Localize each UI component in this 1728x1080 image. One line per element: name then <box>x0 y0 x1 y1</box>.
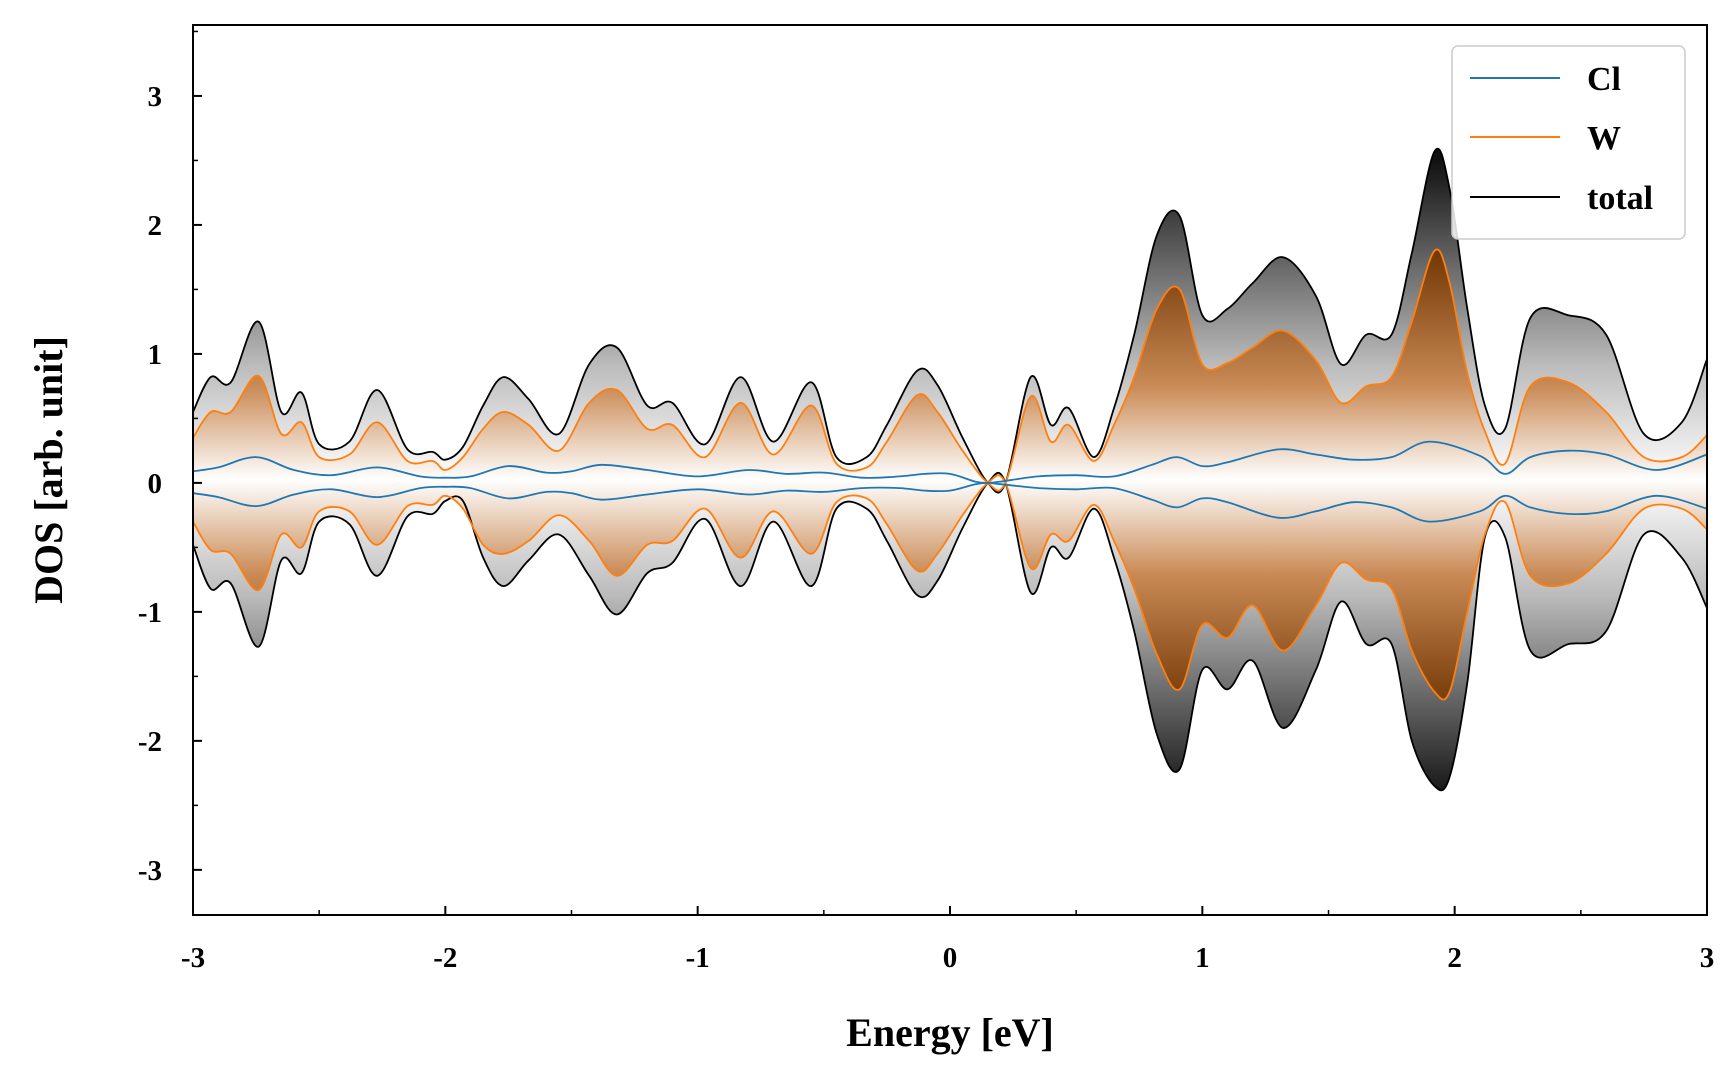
x-tick-label-5: 2 <box>1447 942 1462 974</box>
y-tick-label-2: -1 <box>138 597 162 629</box>
fill-w-lower <box>193 475 1707 700</box>
fill-areas <box>193 148 1707 791</box>
x-tick-label-3: 0 <box>943 942 958 974</box>
legend-label-total: total <box>1587 180 1653 217</box>
y-tick-label-3: 0 <box>148 468 163 500</box>
series-line-w-upper <box>193 248 1707 492</box>
y-tick-label-0: -3 <box>138 855 162 887</box>
series-line-cl-upper <box>193 440 1707 484</box>
x-axis: -3 -2 -1 0 1 2 3 <box>181 906 1714 974</box>
series-lines <box>193 147 1707 792</box>
x-tick-label-1: -2 <box>433 942 457 974</box>
y-tick-label-1: -2 <box>138 726 162 758</box>
series-line-total-upper <box>193 147 1707 494</box>
y-tick-label-4: 1 <box>148 339 163 371</box>
x-tick-label-6: 3 <box>1700 942 1715 974</box>
x-tick-label-4: 1 <box>1195 942 1210 974</box>
x-tick-label-2: -1 <box>686 942 710 974</box>
fill-w-upper <box>193 249 1707 491</box>
series-line-w-lower <box>193 474 1707 701</box>
y-tick-label-5: 2 <box>148 210 163 242</box>
legend-box <box>1451 45 1686 240</box>
y-tick-label-6: 3 <box>148 81 163 113</box>
legend-label-w: W <box>1587 120 1621 157</box>
x-tick-label-0: -3 <box>181 942 205 974</box>
x-axis-title: Energy [eV] <box>846 1010 1054 1055</box>
legend-label-cl: Cl <box>1587 61 1621 98</box>
y-axis-title: DOS [arb. unit] <box>26 336 71 604</box>
series-line-cl-lower <box>193 482 1707 523</box>
y-axis: -3 -2 -1 0 1 2 3 <box>138 30 202 887</box>
legend: Cl W total <box>1451 45 1686 240</box>
